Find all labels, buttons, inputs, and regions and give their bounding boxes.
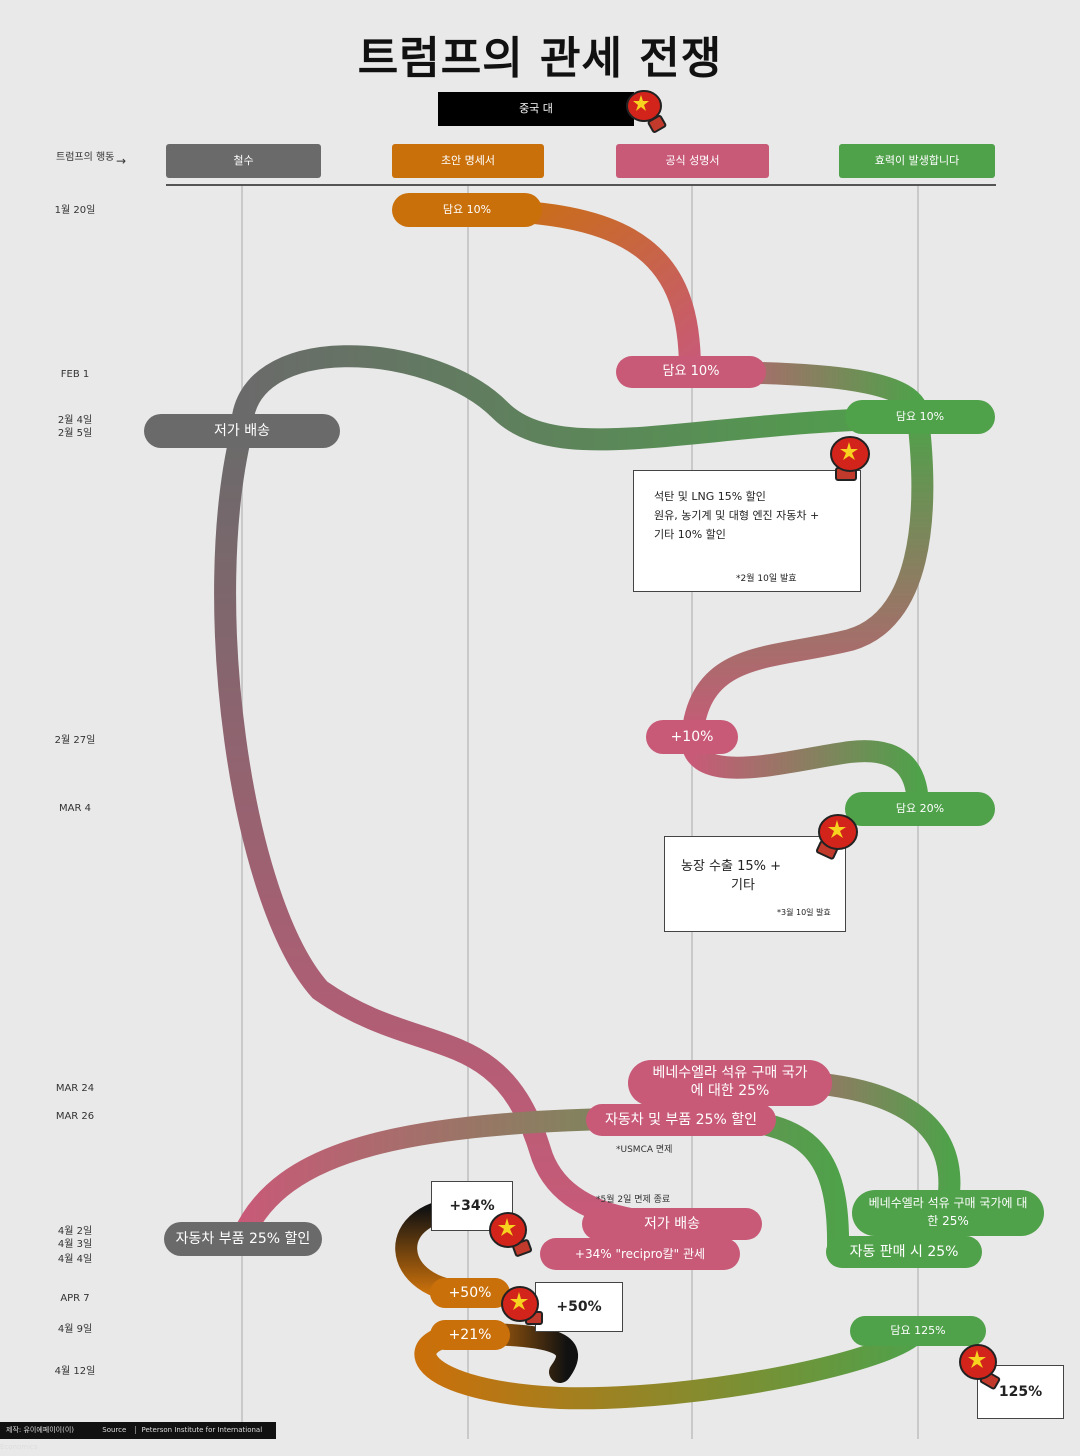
note-footnote: *3월 10일 발효: [777, 908, 831, 917]
pill-mar26-official: 자동차 및 부품 25% 할인: [586, 1104, 776, 1136]
arrow-right-icon: →: [116, 154, 127, 168]
date-label: 2월 5일: [57, 428, 93, 439]
boxing-glove-china-flag-icon: [830, 436, 870, 481]
pill-apr2-effective: 베네수엘라 석유 구매 국가에 대한 25%: [852, 1190, 1044, 1236]
column-header-withdraw: 철수: [166, 144, 321, 178]
pill-apr2-official: 저가 배송: [582, 1208, 762, 1240]
date-label: MAR 26: [55, 1111, 95, 1122]
boxing-glove-china-flag-icon: [815, 814, 858, 860]
column-guide-official: [691, 186, 693, 1439]
note-line: 기타 10% 할인: [654, 528, 726, 541]
pill-jan20-draft: 담요 10%: [392, 193, 542, 227]
pill-apr3-official: +34% "recipro칼" 관세: [540, 1238, 740, 1270]
pill-feb27-official: +10%: [646, 720, 738, 754]
actions-label: 트럼프의 행동: [56, 152, 115, 163]
note-feb10-retaliation: 석탄 및 LNG 15% 할인 원유, 농기계 및 대형 엔진 자동차 + 기타…: [633, 470, 861, 592]
pill-feb1-official: 담요 10%: [616, 356, 766, 388]
note-line: 석탄 및 LNG 15% 할인: [654, 490, 766, 503]
pill-apr7-draft: +50%: [430, 1278, 510, 1308]
pill-apr3-effective: 자동 판매 시 25%: [826, 1236, 982, 1268]
date-label: 4월 12일: [54, 1366, 96, 1377]
pill-apr9-effective: 담요 125%: [850, 1316, 986, 1346]
date-label: MAR 4: [59, 803, 91, 814]
date-label: FEB 1: [60, 369, 90, 380]
footer-source-label: Source: [102, 1426, 127, 1434]
date-label: MAR 24: [55, 1083, 95, 1094]
pill-feb4-effective: 담요 10%: [845, 400, 995, 434]
footer-bar: 제작: 유이에페이이(이) Source Peterson Institute …: [0, 1422, 276, 1451]
boxing-glove-china-flag-icon: [626, 90, 667, 133]
column-header-effective: 효력이 발생합니다: [839, 144, 995, 178]
subtitle-banner: 중국 대: [438, 92, 634, 126]
may2-footnote: *5월 2일 면제 종료: [596, 1195, 671, 1205]
note-line: 원유, 농기계 및 대형 엔진 자동차 +: [654, 509, 820, 522]
date-label: 1월 20일: [54, 205, 96, 216]
footer-credit: 제작: 유이에페이이(이): [6, 1426, 75, 1434]
column-guide-draft: [467, 186, 469, 1439]
pill-apr2-withdraw: 자동차 부품 25% 할인: [164, 1222, 322, 1256]
retaliation-box-50: +50%: [535, 1282, 623, 1332]
date-label: 4월 4일: [57, 1254, 93, 1265]
column-header-draft: 초안 명세서: [392, 144, 544, 178]
date-label: 4월 9일: [57, 1324, 93, 1335]
date-label: 2월 27일: [54, 735, 96, 746]
note-line: 기타: [731, 878, 755, 893]
boxing-glove-china-flag-icon: [501, 1286, 543, 1325]
date-label: 2월 4일: [57, 415, 93, 426]
header-divider: [166, 184, 996, 186]
boxing-glove-china-flag-icon: [959, 1344, 1001, 1390]
pill-mar24-official: 베네수엘라 석유 구매 국가에 대한 25%: [628, 1060, 832, 1106]
date-label: 4월 2일: [57, 1226, 93, 1237]
note-line: 농장 수출 15% +: [681, 859, 782, 874]
column-header-official: 공식 성명서: [616, 144, 769, 178]
note-mar10-retaliation: 농장 수출 15% + 기타 *3월 10일 발효: [664, 836, 846, 932]
note-footnote: *2월 10일 발효: [736, 574, 797, 584]
boxing-glove-china-flag-icon: [489, 1212, 533, 1257]
usmca-footnote: *USMCA 면제: [616, 1145, 673, 1155]
pill-apr9-draft: +21%: [430, 1320, 510, 1350]
pill-feb5-withdraw: 저가 배송: [144, 414, 340, 448]
date-label: 4월 3일: [57, 1239, 93, 1250]
pill-mar4-effective: 담요 20%: [845, 792, 995, 826]
page-title: 트럼프의 관세 전쟁: [357, 33, 723, 84]
date-label: APR 7: [60, 1293, 90, 1304]
